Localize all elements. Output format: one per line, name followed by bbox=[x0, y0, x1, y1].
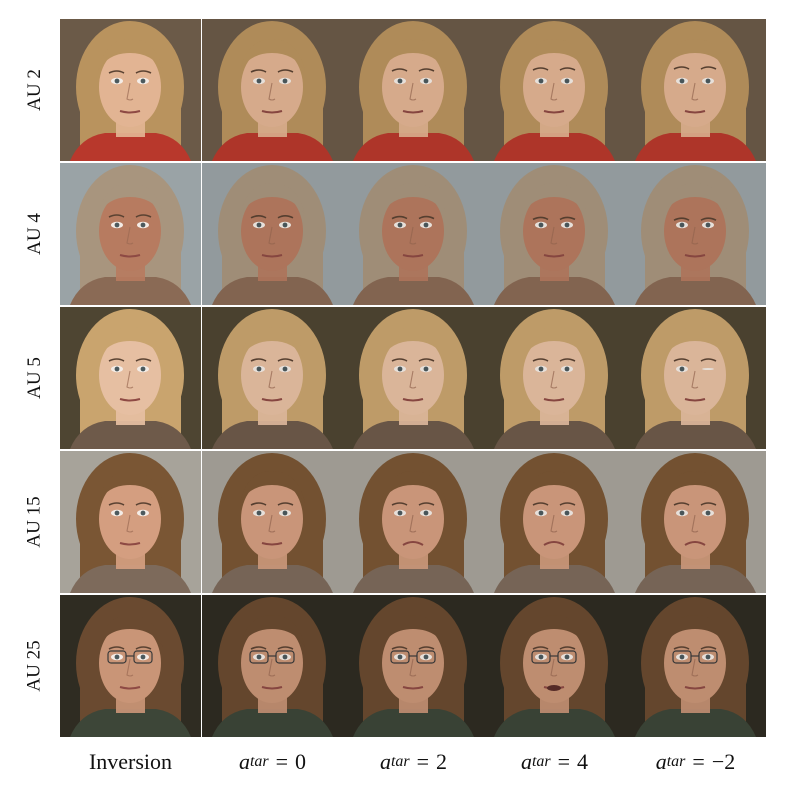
image-cell bbox=[625, 307, 766, 449]
face-image bbox=[484, 307, 625, 449]
column-label: a tar = 2 bbox=[343, 742, 484, 782]
face-image bbox=[625, 163, 766, 305]
column-label-sub: tar bbox=[531, 753, 551, 770]
image-cell bbox=[625, 163, 766, 305]
column-label-sub: tar bbox=[666, 753, 686, 770]
au-row: AU 2 bbox=[0, 19, 809, 161]
face-image bbox=[60, 163, 201, 305]
column-label-value: −2 bbox=[711, 749, 736, 774]
row-label-text: AU 4 bbox=[23, 213, 45, 255]
image-cell bbox=[484, 307, 625, 449]
image-cell bbox=[484, 163, 625, 305]
face-image bbox=[625, 451, 766, 593]
column-label-sub: tar bbox=[390, 753, 410, 770]
column-label-var: a bbox=[655, 749, 667, 774]
row-label: AU 25 bbox=[14, 595, 56, 737]
image-cell bbox=[484, 19, 625, 161]
image-cell bbox=[484, 595, 625, 737]
column-label-op: = bbox=[416, 749, 430, 774]
au-row: AU 25 bbox=[0, 595, 809, 737]
face-image bbox=[202, 595, 343, 737]
column-label: a tar = −2 bbox=[625, 742, 766, 782]
column-label-sub: tar bbox=[249, 753, 269, 770]
column-label: Inversion bbox=[60, 742, 201, 782]
column-label-text: Inversion bbox=[88, 749, 173, 774]
face-image bbox=[625, 307, 766, 449]
column-label-var: a bbox=[379, 749, 391, 774]
image-cell bbox=[60, 19, 201, 161]
row-label-text: AU 2 bbox=[23, 69, 45, 111]
image-cell bbox=[343, 307, 484, 449]
face-image bbox=[60, 19, 201, 161]
row-label: AU 2 bbox=[14, 19, 56, 161]
image-cell bbox=[343, 19, 484, 161]
column-label-var: a bbox=[520, 749, 532, 774]
face-image bbox=[343, 19, 484, 161]
face-image bbox=[202, 451, 343, 593]
column-label-var: a bbox=[238, 749, 250, 774]
image-cell bbox=[343, 451, 484, 593]
image-cell bbox=[60, 163, 201, 305]
face-image bbox=[343, 451, 484, 593]
column-label-value: 0 bbox=[295, 749, 307, 774]
row-label: AU 15 bbox=[14, 451, 56, 593]
row-label-text: AU 15 bbox=[24, 496, 46, 548]
column-label-op: = bbox=[692, 749, 705, 774]
image-cell bbox=[202, 451, 343, 593]
image-cell bbox=[625, 451, 766, 593]
column-label-value: 2 bbox=[436, 749, 448, 774]
face-image bbox=[202, 163, 343, 305]
image-cell bbox=[202, 163, 343, 305]
face-image bbox=[343, 163, 484, 305]
column-label-op: = bbox=[557, 749, 571, 774]
column-label-value: 4 bbox=[577, 749, 589, 774]
column-label: a tar = 0 bbox=[202, 742, 343, 782]
image-cell bbox=[202, 19, 343, 161]
image-cell bbox=[60, 451, 201, 593]
face-image bbox=[343, 307, 484, 449]
face-image bbox=[60, 595, 201, 737]
image-cell bbox=[484, 451, 625, 593]
face-image bbox=[343, 595, 484, 737]
au-row: AU 5 bbox=[0, 307, 809, 449]
image-cell bbox=[202, 595, 343, 737]
face-image bbox=[60, 451, 201, 593]
column-label: a tar = 4 bbox=[484, 742, 625, 782]
image-cell bbox=[60, 595, 201, 737]
image-cell bbox=[60, 307, 201, 449]
image-cell bbox=[202, 307, 343, 449]
image-cell bbox=[625, 19, 766, 161]
au-row: AU 4 bbox=[0, 163, 809, 305]
row-label: AU 5 bbox=[14, 307, 56, 449]
face-image bbox=[484, 451, 625, 593]
face-image bbox=[484, 19, 625, 161]
au-row: AU 15 bbox=[0, 451, 809, 593]
face-image bbox=[202, 19, 343, 161]
column-label-op: = bbox=[275, 749, 289, 774]
image-cell bbox=[625, 595, 766, 737]
image-cell bbox=[343, 163, 484, 305]
face-image bbox=[60, 307, 201, 449]
image-cell bbox=[343, 595, 484, 737]
row-label-text: AU 5 bbox=[23, 357, 45, 399]
column-labels: Inversion a tar = 0 a tar = 2 a tar = 4 a tar = −2 bbox=[0, 742, 809, 782]
face-image bbox=[202, 307, 343, 449]
row-label-text: AU 25 bbox=[24, 640, 46, 692]
face-image bbox=[625, 595, 766, 737]
row-label: AU 4 bbox=[14, 163, 56, 305]
face-image bbox=[625, 19, 766, 161]
face-image bbox=[484, 163, 625, 305]
face-image bbox=[484, 595, 625, 737]
